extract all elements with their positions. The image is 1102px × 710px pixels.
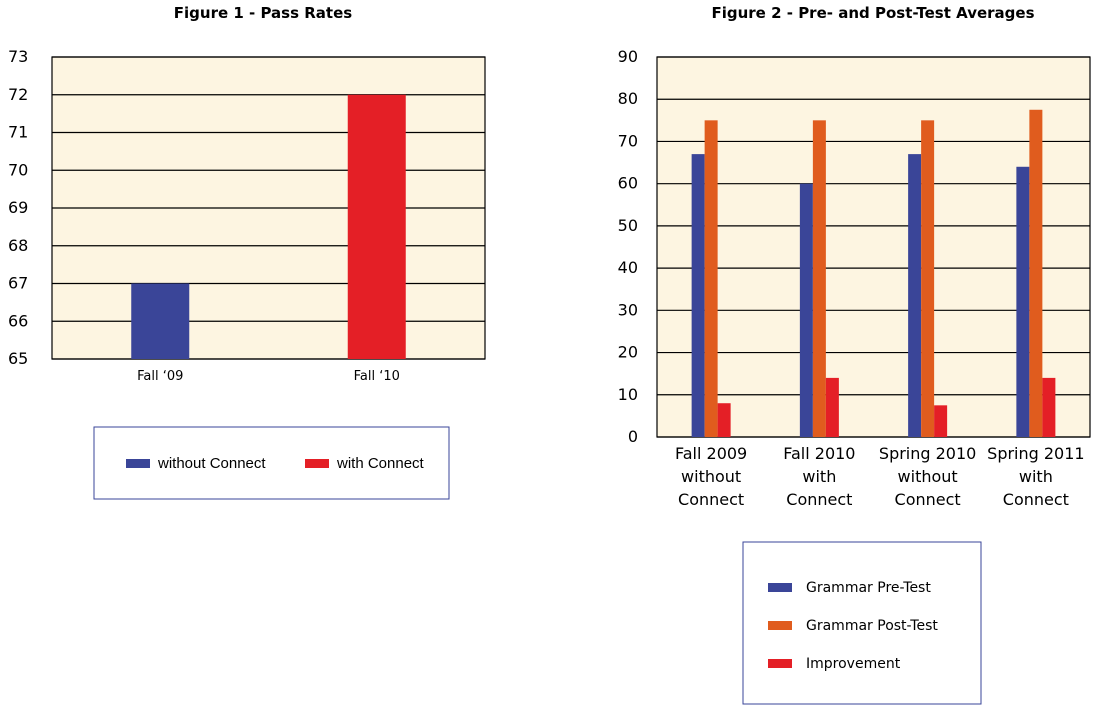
chart1-y-tick-label: 68 xyxy=(8,236,28,255)
chart1-title: Figure 1 - Pass Rates xyxy=(174,4,353,22)
chart2-legend-swatch xyxy=(768,659,792,668)
chart2-legend-label: Grammar Post-Test xyxy=(806,618,938,634)
chart2-x-tick-label: Fall 2010 xyxy=(783,444,855,463)
chart1-y-tick-label: 66 xyxy=(8,311,28,330)
chart2-bar-improvement xyxy=(825,377,839,437)
chart2-bar-grammar-pre-test xyxy=(691,154,705,437)
chart2-y-tick-label: 90 xyxy=(618,47,638,66)
chart1-x-tick-label: Fall ‘10 xyxy=(354,369,400,384)
chart1-legend-label: without Connect xyxy=(157,455,266,472)
chart2-x-tick-label: Spring 2011 xyxy=(987,444,1084,463)
chart2-x-tick-label: with xyxy=(1019,467,1053,486)
chart2-y-tick-label: 10 xyxy=(618,385,638,404)
chart2-bar-improvement xyxy=(934,405,948,437)
chart2-y-tick-label: 40 xyxy=(618,258,638,277)
chart2-x-tick-label: without xyxy=(681,467,741,486)
chart1-y-tick-label: 73 xyxy=(8,47,28,66)
chart2-legend-label: Grammar Pre-Test xyxy=(806,580,931,596)
chart2-bar-grammar-pre-test xyxy=(1016,166,1030,437)
chart2-bar-improvement xyxy=(717,403,731,437)
chart2-bar-grammar-post-test xyxy=(1029,109,1043,438)
chart2-x-tick-label: Connect xyxy=(678,490,744,509)
chart1-y-tick-label: 65 xyxy=(8,349,28,368)
chart1-y-tick-label: 70 xyxy=(8,160,28,179)
chart2-legend-swatch xyxy=(768,583,792,592)
chart2-legend-label: Improvement xyxy=(806,656,901,672)
chart1-y-tick-label: 72 xyxy=(8,85,28,104)
chart2-y-tick-label: 0 xyxy=(628,427,638,446)
chart2-bar-grammar-pre-test xyxy=(799,183,813,437)
chart2-x-tick-label: Connect xyxy=(895,490,961,509)
chart2-x-tick-label: Spring 2010 xyxy=(879,444,976,463)
chart1-bar-without-connect xyxy=(131,283,190,359)
chart2-y-tick-label: 30 xyxy=(618,300,638,319)
chart1-y-tick-label: 67 xyxy=(8,274,28,293)
chart2-bar-grammar-post-test xyxy=(921,120,935,437)
chart1-y-tick-label: 71 xyxy=(8,123,28,142)
chart2-y-tick-label: 20 xyxy=(618,343,638,362)
chart2-x-tick-label: Fall 2009 xyxy=(675,444,747,463)
chart1-y-tick-label: 69 xyxy=(8,198,28,217)
chart2-x-tick-label: Connect xyxy=(1003,490,1069,509)
chart2-y-tick-label: 60 xyxy=(618,174,638,193)
chart1-legend-label: with Connect xyxy=(336,455,425,472)
chart2-bar-grammar-post-test xyxy=(812,120,826,437)
chart2-plot-border xyxy=(656,56,1091,438)
chart1-x-tick-label: Fall ‘09 xyxy=(137,369,183,384)
chart2-x-tick-label: Connect xyxy=(786,490,852,509)
chart1-legend xyxy=(93,426,450,500)
chart2-y-tick-label: 80 xyxy=(618,89,638,108)
chart1-plot-border xyxy=(51,56,486,360)
chart2-x-tick-label: without xyxy=(898,467,958,486)
chart2-bar-grammar-pre-test xyxy=(908,154,922,437)
chart1-legend-swatch xyxy=(305,459,329,468)
chart2-legend-swatch xyxy=(768,621,792,630)
chart1-legend-swatch xyxy=(126,459,150,468)
chart2-x-tick-label: with xyxy=(802,467,836,486)
chart2-bar-grammar-post-test xyxy=(704,120,718,437)
chart2-title: Figure 2 - Pre- and Post-Test Averages xyxy=(711,4,1034,22)
chart2-y-tick-label: 50 xyxy=(618,216,638,235)
chart1-bar-with-connect xyxy=(347,94,406,359)
chart2-bar-improvement xyxy=(1042,377,1056,437)
chart2-y-tick-label: 70 xyxy=(618,131,638,150)
